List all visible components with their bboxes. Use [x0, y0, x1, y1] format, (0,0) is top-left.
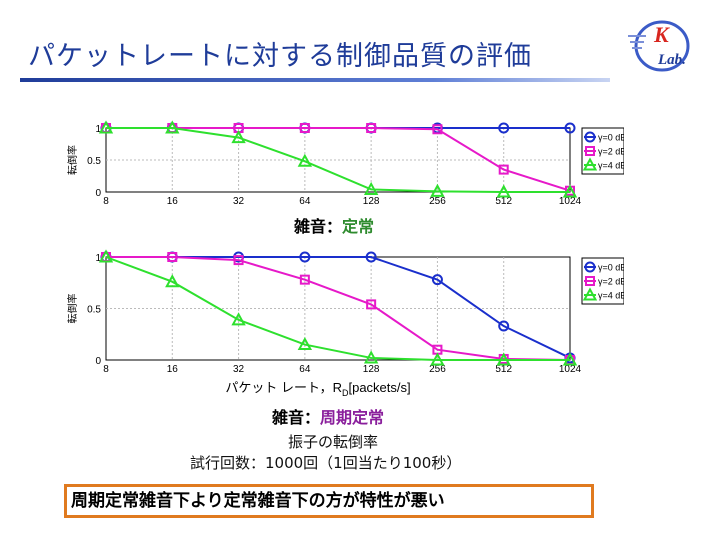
legend-entry: γ=4 dB — [598, 161, 624, 171]
y-tick-label: 1 — [95, 253, 101, 264]
x-tick-label: 1024 — [559, 364, 582, 375]
conclusion-box: 周期定常雑音下より定常雑音下の方が特性が悪い — [64, 484, 594, 518]
x-axis-label-sub: D — [342, 388, 349, 398]
y-tick-label: 0 — [95, 188, 101, 199]
data-point — [231, 312, 246, 326]
x-axis-label-unit: [packets/s] — [348, 380, 410, 395]
title-underline — [20, 78, 610, 82]
x-tick-label: 1024 — [559, 196, 582, 207]
x-tick-label: 128 — [363, 364, 380, 375]
legend-entry: γ=2 dB — [598, 147, 624, 157]
data-point — [98, 249, 114, 263]
chart-cyclostationary-noise: 8 16 32 64 128 256 512 1024 0 0.5 1 転倒率パケット レート，RD[… — [64, 242, 626, 406]
data-point — [297, 153, 313, 167]
legend-entry: γ=4 dB — [598, 291, 624, 301]
legend: γ=0 dB γ=2 dB γ=4 dB — [581, 127, 626, 175]
slide-title: パケットレートに対する制御品質の評価 — [28, 41, 532, 72]
caption-trials: 試行回数：1000回（1回当たり100秒） — [190, 454, 462, 472]
caption-stationary-value: 定常 — [342, 217, 375, 236]
logo-swoosh — [634, 20, 690, 72]
data-point — [498, 122, 510, 134]
x-axis-label-main: パケット レート，R — [225, 380, 342, 395]
data-point — [167, 252, 178, 262]
x-tick-label: 512 — [495, 196, 512, 207]
legend-entry: γ=0 dB — [598, 133, 624, 143]
data-point — [430, 183, 445, 197]
series-line — [106, 256, 571, 361]
x-tick-label: 256 — [429, 364, 446, 375]
data-point — [165, 120, 180, 134]
y-axis-label: 転倒率 — [66, 294, 79, 324]
series-line — [106, 127, 571, 192]
caption-cyclostationary: 雑音：周期定常 — [272, 404, 384, 428]
x-tick-label: 32 — [233, 364, 245, 375]
series-2 — [98, 120, 578, 198]
data-point — [496, 184, 511, 198]
data-point — [366, 123, 377, 133]
x-tick-label: 64 — [299, 364, 311, 375]
x-tick-label: 512 — [495, 364, 512, 375]
data-point — [299, 123, 310, 133]
series-line — [106, 127, 570, 193]
data-point — [431, 274, 443, 286]
caption-stationary: 雑音：定常 — [294, 213, 374, 237]
data-point — [432, 124, 443, 135]
legend-marker — [584, 131, 596, 143]
y-tick-label: 0.5 — [87, 305, 101, 316]
caption-cyclostationary-value: 周期定常 — [320, 408, 385, 427]
legend-entry: γ=0 dB — [598, 263, 624, 273]
logo-letter-bottom: Lab. — [657, 52, 686, 68]
y-tick-label: 0.5 — [87, 156, 101, 167]
data-point — [366, 299, 377, 310]
series-2 — [98, 249, 578, 366]
x-tick-label: 16 — [167, 196, 179, 207]
data-point — [564, 122, 576, 134]
x-tick-label: 64 — [299, 196, 311, 207]
x-tick-label: 8 — [103, 196, 109, 207]
caption-cyclostationary-prefix: 雑音： — [272, 408, 321, 427]
data-point — [299, 251, 311, 263]
y-tick-label: 0 — [95, 356, 101, 367]
data-point — [363, 181, 379, 195]
chart-stationary-noise: 8 16 32 64 128 256 512 1024 0 0.5 1 転倒率 γ=0 dB γ=2 dB… — [64, 112, 626, 216]
x-tick-label: 256 — [429, 196, 446, 207]
lab-logo: K Lab. — [628, 20, 690, 72]
data-point — [299, 274, 310, 285]
data-point — [231, 130, 246, 144]
logo-letter-top: K — [653, 22, 670, 47]
caption-stationary-prefix: 雑音： — [294, 217, 343, 236]
data-point — [363, 350, 379, 364]
legend-marker — [582, 157, 598, 171]
x-tick-label: 32 — [233, 196, 245, 207]
data-point — [98, 120, 114, 134]
legend-marker — [585, 276, 595, 286]
legend-marker — [584, 261, 596, 273]
legend-entry: γ=2 dB — [598, 277, 624, 287]
x-tick-label: 16 — [167, 364, 179, 375]
data-point — [165, 274, 180, 288]
series-line — [105, 256, 570, 361]
data-point — [562, 352, 578, 366]
legend-marker — [582, 287, 598, 301]
data-point — [233, 255, 244, 266]
data-point — [430, 352, 445, 366]
x-tick-label: 8 — [103, 364, 109, 375]
legend: γ=0 dB γ=2 dB γ=4 dB — [581, 257, 626, 305]
data-point — [498, 320, 510, 332]
legend-marker — [585, 146, 595, 156]
x-tick-label: 128 — [363, 196, 380, 207]
data-point — [562, 184, 578, 198]
y-axis-label: 転倒率 — [66, 145, 79, 175]
chart-stationary-svg: 8 16 32 64 128 256 512 1024 0 0.5 1 転倒率 γ=0 dB γ=2 dB… — [66, 120, 626, 207]
data-point — [498, 164, 509, 175]
data-point — [365, 251, 377, 263]
x-axis-label: パケット レート，RD[packets/s] — [225, 380, 410, 398]
data-point — [496, 352, 511, 366]
caption-metric: 振子の転倒率 — [288, 433, 379, 451]
y-tick-label: 1 — [95, 124, 101, 135]
data-point — [297, 336, 313, 351]
logo-accent — [628, 35, 646, 49]
